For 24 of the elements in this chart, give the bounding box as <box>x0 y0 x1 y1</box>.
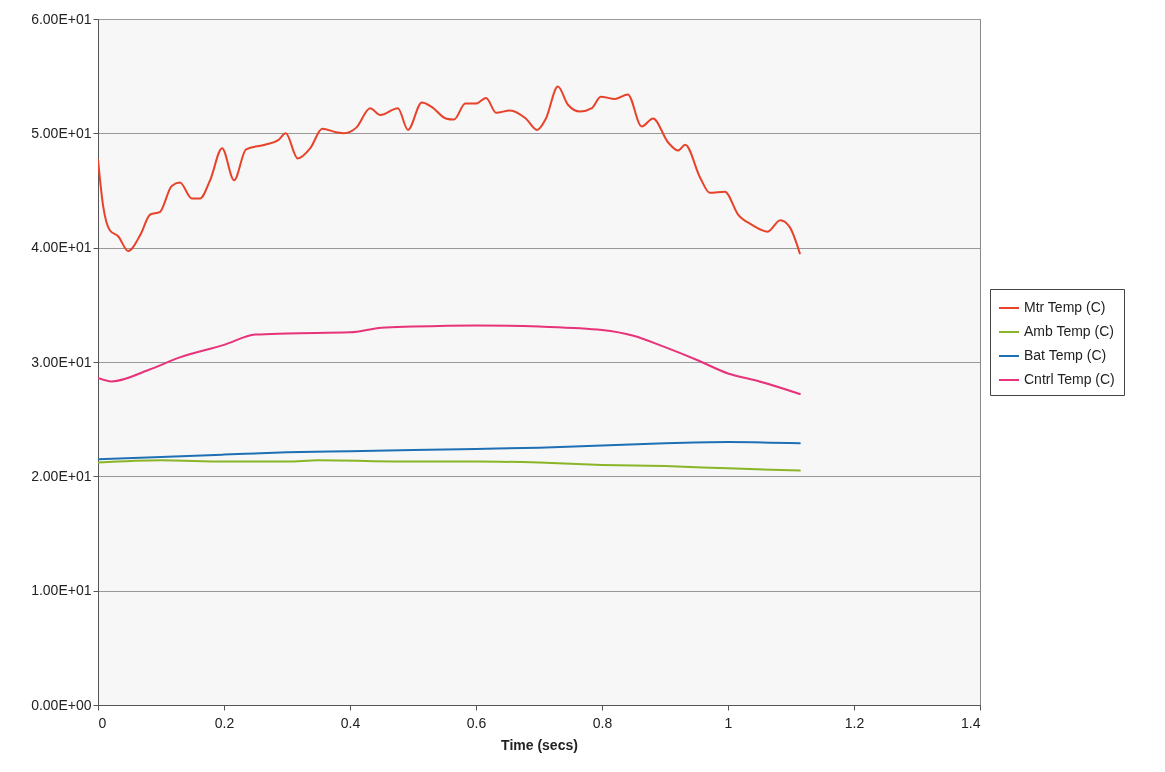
legend-label: Cntrl Temp (C) <box>1024 371 1115 387</box>
y-tick-label: 5.00E+01 <box>31 124 92 141</box>
y-tick-label: 4.00E+01 <box>31 239 92 256</box>
x-tick-label: 0.4 <box>340 714 361 731</box>
line-series <box>98 85 801 255</box>
x-tick-label: 1 <box>724 714 733 731</box>
x-tick-label: 0 <box>98 714 107 731</box>
line-series <box>98 459 801 472</box>
legend-label: Bat Temp (C) <box>1024 347 1107 363</box>
line-series <box>98 324 801 396</box>
y-tick-label: 2.00E+01 <box>31 467 92 484</box>
y-tick-label: 3.00E+01 <box>31 353 92 370</box>
x-tick-label: 0.6 <box>466 714 487 731</box>
y-tick-label: 6.00E+01 <box>31 10 92 27</box>
x-axis-title: Time (secs) <box>501 736 578 753</box>
line-series <box>98 441 801 461</box>
y-tick-label: 1.00E+01 <box>31 582 92 599</box>
legend-label: Amb Temp (C) <box>1024 323 1114 339</box>
x-tick-label: 1.2 <box>844 714 865 731</box>
x-tick-label: 0.2 <box>214 714 235 731</box>
x-tick-label: 0.8 <box>592 714 613 731</box>
y-tick-label: 0.00E+00 <box>31 696 92 713</box>
legend-label: Mtr Temp (C) <box>1024 299 1106 315</box>
x-tick-label: 1.4 <box>961 714 981 731</box>
